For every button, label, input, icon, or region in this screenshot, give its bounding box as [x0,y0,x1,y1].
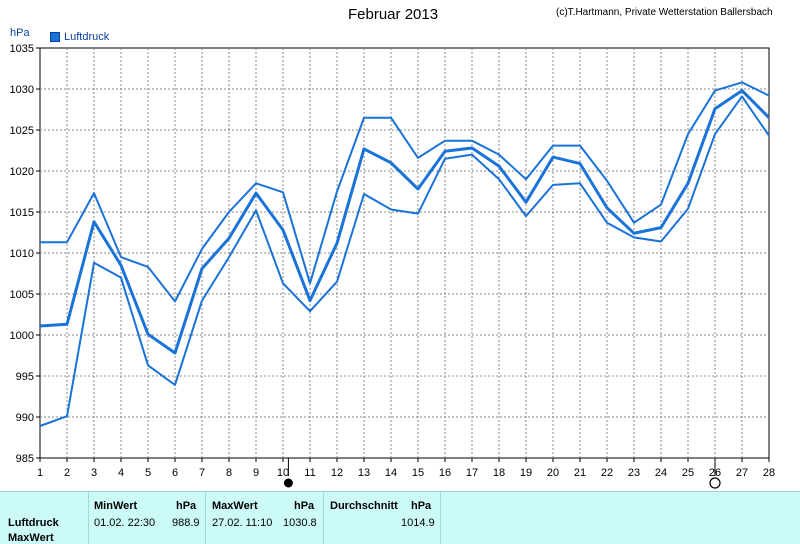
series-min-line [39,95,770,427]
y-tick-label: 1020 [10,166,34,178]
x-tick-label: 18 [493,467,505,479]
x-tick-label: 9 [253,467,259,479]
filled-circle-marker [283,478,293,488]
x-tick-label: 24 [655,467,667,479]
x-tick-label: 20 [547,467,559,479]
x-tick-label: 16 [439,467,451,479]
series-max-line [40,81,770,303]
pressure-chart: 9859909951000100510101015102010251030103… [10,43,775,489]
x-tick-label: 13 [358,467,370,479]
stats-col-max: MaxWert hPa 27.02. 11:10 1030.8 [205,492,324,544]
min-unit-header: hPa [176,500,197,512]
min-time: 01.02. 22:30 [94,517,156,529]
open-circle-marker [709,477,721,489]
y-tick-label: 1015 [10,207,34,219]
chart-title: Februar 2013 [348,6,439,23]
y-axis-unit: hPa [10,27,30,39]
x-tick-label: 17 [466,467,478,479]
y-tick-label: 1025 [10,125,34,137]
stats-table: Luftdruck MaxWert MinWert hPa 01.02. 22:… [0,491,800,544]
x-tick-label: 15 [412,467,424,479]
legend: Luftdruck [50,31,109,43]
avg-unit-header: hPa [411,500,432,512]
x-tick-label: 7 [199,467,205,479]
y-tick-label: 995 [16,371,34,383]
x-tick-label: 5 [145,467,151,479]
x-tick-label: 12 [331,467,343,479]
x-tick-label: 3 [91,467,97,479]
x-tick-label: 25 [682,467,694,479]
max-unit-header: hPa [294,500,315,512]
stats-col-min: MinWert hPa 01.02. 22:30 988.9 [88,492,206,544]
y-tick-label: 1030 [10,84,34,96]
min-header: MinWert [94,500,138,512]
x-tick-label: 2 [64,467,70,479]
max-value: 1030.8 [283,517,317,529]
x-tick-label: 11 [304,467,315,479]
x-tick-label: 8 [226,467,232,479]
x-tick-label: 23 [628,467,640,479]
y-tick-label: 1005 [10,289,34,301]
y-tick-label: 1010 [10,248,34,260]
avg-value: 1014.9 [401,517,435,529]
max-time: 27.02. 11:10 [212,517,273,529]
x-tick-label: 14 [385,467,397,479]
y-tick-label: 990 [16,412,34,424]
y-tick-label: 1035 [10,43,34,55]
x-tick-label: 19 [520,467,532,479]
credit-text: (c)T.Hartmann, Private Wetterstation Bal… [556,7,773,18]
legend-swatch [50,32,60,42]
max-header: MaxWert [212,500,258,512]
x-tick-label: 6 [172,467,178,479]
avg-header: Durchschnitt [330,500,398,512]
x-tick-label: 1 [37,467,43,479]
y-tick-label: 985 [16,453,34,465]
x-tick-label: 27 [736,467,748,479]
stats-row-label-2: MaxWert [8,532,54,544]
x-tick-label: 22 [601,467,613,479]
stats-col-label: Luftdruck MaxWert [0,492,89,544]
stats-row-label: Luftdruck [8,517,59,529]
x-tick-label: 28 [763,467,775,479]
stats-col-avg: Durchschnitt hPa 1014.9 [323,492,441,544]
x-tick-label: 21 [574,467,586,479]
x-tick-label: 4 [118,467,124,479]
min-value: 988.9 [172,517,200,529]
legend-label: Luftdruck [64,31,110,43]
series-mean-line [39,89,771,355]
x-tick-label: 10 [277,467,289,479]
y-tick-label: 1000 [10,330,34,342]
